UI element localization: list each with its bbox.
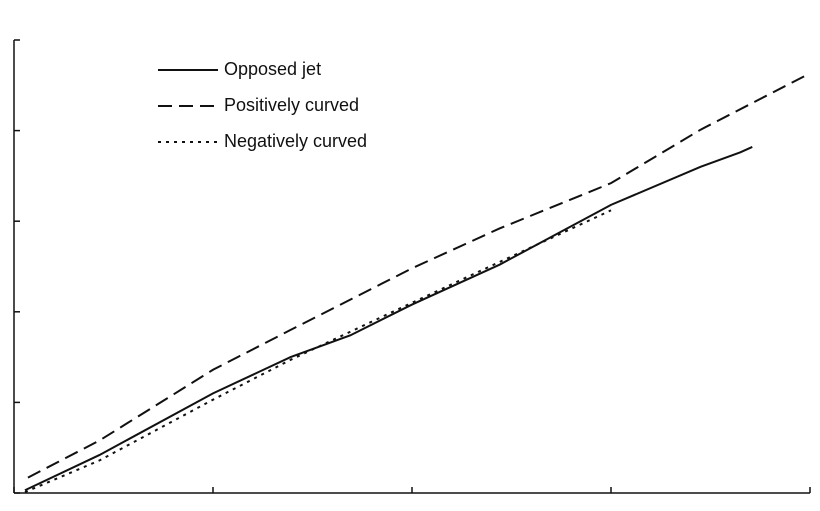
series-line xyxy=(24,209,612,494)
legend-label: Negatively curved xyxy=(224,131,367,151)
legend-label: Opposed jet xyxy=(224,59,321,79)
legend-label: Positively curved xyxy=(224,95,359,115)
series-line xyxy=(27,74,807,479)
series-line xyxy=(24,145,753,492)
